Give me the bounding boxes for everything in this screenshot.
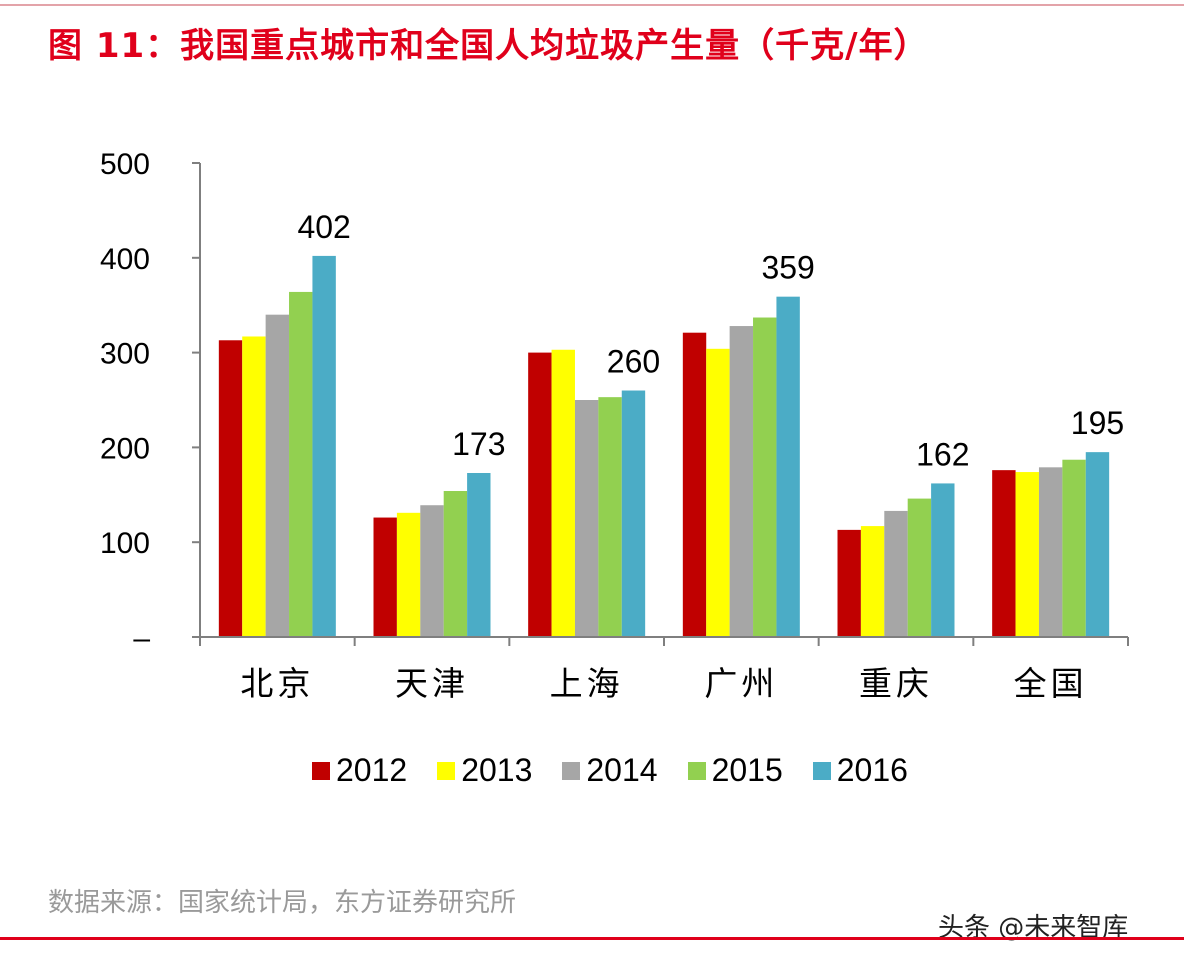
bar-2014-0 bbox=[265, 314, 290, 637]
category-label-5: 全国 bbox=[1014, 664, 1088, 703]
category-label-3: 广州 bbox=[704, 664, 778, 703]
category-label-0: 北京 bbox=[240, 664, 314, 703]
top-rule bbox=[0, 4, 1184, 6]
category-label-2: 上海 bbox=[550, 664, 624, 703]
data-label-2: 260 bbox=[607, 344, 660, 380]
bar-2015-3 bbox=[753, 317, 777, 637]
y-tick-label-4: 400 bbox=[100, 243, 150, 276]
bar-2013-4 bbox=[860, 526, 885, 637]
bar-2012-0 bbox=[218, 340, 243, 637]
y-tick-label-5: 500 bbox=[100, 148, 150, 181]
chart-legend: 2012 2013 2014 2015 2016 bbox=[312, 752, 908, 789]
bar-chart: 402 北京 173 天津 260 上海 359 广州 162 重庆 195 全国 – 100 200 300… bbox=[100, 148, 1129, 703]
source-note: 数据来源：国家统计局，东方证券研究所 bbox=[48, 888, 517, 918]
y-tick-label-0: – bbox=[133, 622, 150, 655]
legend-item-2013: 2013 bbox=[437, 752, 532, 789]
bar-2013-3 bbox=[706, 348, 730, 637]
legend-label-2016: 2016 bbox=[836, 752, 908, 788]
bar-2014-3 bbox=[729, 326, 754, 637]
bar-2012-3 bbox=[682, 332, 707, 637]
bar-2012-5 bbox=[992, 470, 1016, 637]
legend-label-2014: 2014 bbox=[586, 752, 658, 788]
category-label-1: 天津 bbox=[395, 664, 469, 703]
data-label-0: 402 bbox=[297, 209, 350, 245]
bar-2015-2 bbox=[598, 397, 622, 637]
bar-2016-1 bbox=[467, 472, 491, 637]
legend-swatch-2014 bbox=[562, 761, 581, 780]
y-tick-label-2: 200 bbox=[100, 432, 150, 465]
bar-2015-0 bbox=[289, 291, 313, 637]
legend-item-2015: 2015 bbox=[687, 752, 783, 789]
legend-item-2016: 2016 bbox=[812, 752, 908, 789]
legend-swatch-2012 bbox=[312, 761, 330, 780]
data-label-4: 162 bbox=[916, 436, 969, 472]
legend-item-2012: 2012 bbox=[312, 752, 407, 789]
y-tick-label-1: 100 bbox=[100, 527, 150, 560]
data-label-5: 195 bbox=[1071, 405, 1124, 441]
legend-label-2015: 2015 bbox=[711, 752, 783, 788]
figure-title: 图 11：我国重点城市和全国人均垃圾产生量（千克/年） bbox=[48, 26, 929, 66]
bar-2015-4 bbox=[907, 498, 932, 637]
bar-2016-5 bbox=[1085, 452, 1110, 637]
legend-item-2014: 2014 bbox=[562, 752, 658, 789]
y-tick-label-3: 300 bbox=[100, 338, 150, 371]
bar-2012-2 bbox=[528, 352, 552, 637]
bottom-rule bbox=[0, 937, 1184, 940]
bar-2015-5 bbox=[1062, 459, 1086, 637]
legend-label-2013: 2013 bbox=[461, 752, 533, 788]
bar-2012-4 bbox=[837, 529, 861, 637]
legend-swatch-2015 bbox=[687, 761, 706, 780]
bar-2013-0 bbox=[242, 336, 266, 637]
bar-2014-2 bbox=[574, 400, 599, 637]
data-label-3: 359 bbox=[761, 250, 814, 286]
data-label-1: 173 bbox=[452, 426, 505, 462]
bar-2013-2 bbox=[551, 349, 575, 637]
bar-2015-1 bbox=[443, 491, 468, 637]
bar-2016-4 bbox=[931, 483, 955, 637]
bar-2013-1 bbox=[396, 512, 421, 637]
legend-swatch-2013 bbox=[437, 761, 456, 780]
bar-2016-2 bbox=[621, 390, 646, 637]
bar-2014-1 bbox=[420, 505, 444, 637]
bar-2014-4 bbox=[884, 510, 908, 637]
legend-swatch-2016 bbox=[812, 761, 831, 780]
bar-2014-5 bbox=[1038, 467, 1063, 637]
bar-2016-3 bbox=[776, 296, 800, 637]
bar-2016-0 bbox=[312, 255, 336, 638]
bar-2012-1 bbox=[373, 517, 397, 637]
category-label-4: 重庆 bbox=[859, 664, 933, 703]
bar-2013-5 bbox=[1015, 472, 1039, 637]
legend-label-2012: 2012 bbox=[336, 752, 408, 788]
